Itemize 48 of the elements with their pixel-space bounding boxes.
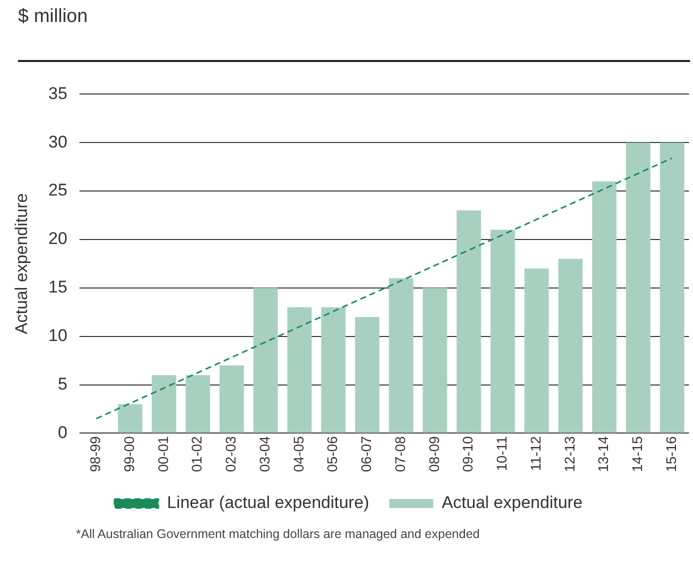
y-tick-label: 25	[48, 180, 68, 200]
x-tick-label: 13-14	[595, 436, 612, 472]
legend-label: Linear (actual expenditure)	[166, 493, 370, 512]
y-tick-label: 15	[48, 278, 68, 297]
x-tick-label: 11-12	[527, 436, 544, 471]
x-tick-label: 14-15	[629, 436, 646, 472]
x-tick-label: 03-04	[256, 436, 272, 472]
x-tick-label: 06-07	[358, 436, 374, 472]
y-tick-label: 5	[58, 374, 68, 394]
bar	[456, 210, 482, 433]
y-tick-label: 20	[48, 229, 68, 248]
y-tick-label: 0	[58, 422, 68, 442]
x-tick-label: 09-10	[460, 436, 476, 472]
y-tick-label: 10	[48, 326, 68, 346]
x-tick-label: 99-00	[120, 436, 137, 472]
x-tick-label: 15-16	[662, 436, 679, 472]
x-tick-label: 12-13	[561, 436, 578, 472]
x-tick-label: 02-03	[222, 436, 239, 472]
bar	[118, 404, 142, 433]
x-tick-label: 01-02	[188, 436, 205, 472]
bar	[660, 142, 684, 433]
x-tick-label: 00-01	[154, 436, 171, 472]
bar	[321, 307, 346, 433]
x-tick-label: 05-06	[324, 436, 340, 472]
x-tick-label: 10-11	[494, 436, 510, 471]
bar	[220, 365, 244, 433]
legend-label: Actual expenditure	[442, 493, 583, 512]
bar	[152, 375, 176, 433]
bar	[422, 288, 448, 433]
x-tick-label: 08-09	[426, 436, 442, 472]
y-tick-label: 30	[48, 132, 68, 152]
bar	[626, 142, 650, 433]
bar	[287, 307, 312, 433]
bar	[186, 375, 210, 433]
bar	[558, 258, 583, 433]
x-tick-label: 98-99	[87, 436, 104, 472]
bar	[253, 288, 278, 433]
bar	[524, 268, 549, 433]
x-tick-label: 04-05	[290, 436, 306, 472]
bar	[490, 230, 515, 433]
bar	[592, 181, 617, 433]
chart-title: $ million	[18, 6, 88, 28]
x-tick-label: 07-08	[392, 436, 408, 472]
y-tick-label: 35	[48, 84, 68, 103]
y-axis-title: Actual expenditure	[12, 193, 31, 334]
bar	[388, 278, 414, 433]
text: *All Australian Government matching dollars are managed and expended	[76, 527, 480, 541]
bar	[355, 316, 380, 433]
